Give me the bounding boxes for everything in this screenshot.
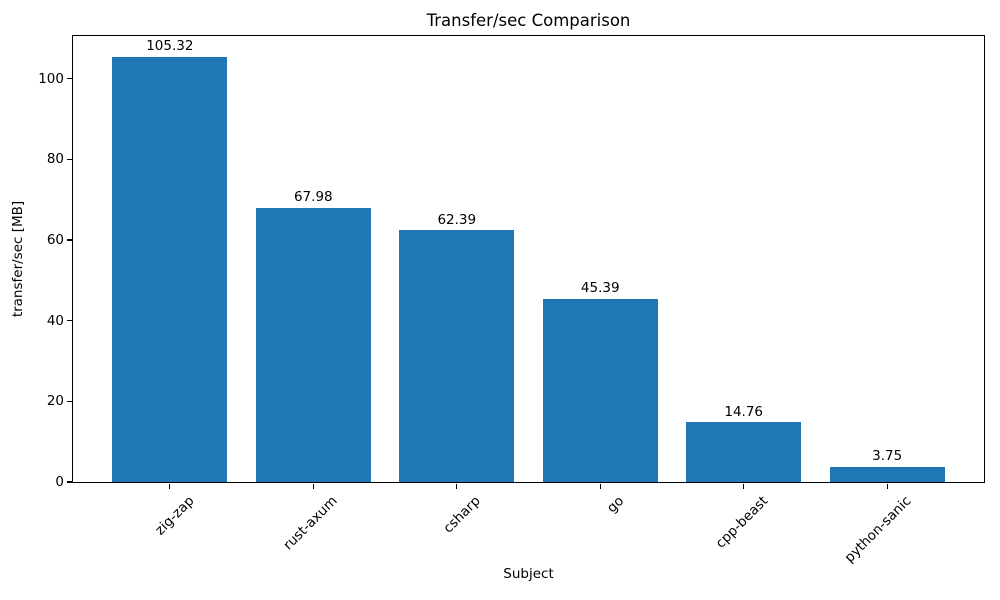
y-tick-mark: [66, 481, 72, 483]
x-tick-mark: [312, 483, 314, 489]
bar-value-label: 105.32: [146, 38, 194, 55]
bar-value-label: 62.39: [437, 211, 477, 228]
x-tick-mark: [743, 483, 745, 489]
y-tick-label: 80: [46, 151, 64, 168]
y-tick-mark: [66, 320, 72, 322]
y-tick-mark: [66, 239, 72, 241]
x-tick-mark: [456, 483, 458, 489]
bar: [255, 207, 371, 482]
x-tick-mark: [886, 483, 888, 489]
bar: [686, 422, 802, 482]
x-axis-label: Subject: [503, 566, 554, 582]
y-tick-label: 0: [55, 474, 64, 490]
y-tick-label: 60: [46, 232, 64, 249]
y-tick-mark: [66, 78, 72, 80]
bar: [542, 298, 658, 482]
y-tick-mark: [66, 400, 72, 402]
y-tick-label: 20: [46, 393, 64, 410]
plot-area: 0 20 40 60 80 100 105.32 zig-zap 67.98 rust-axum 6…: [38, 35, 985, 566]
y-tick-mark: [66, 158, 72, 160]
bar-value-label: 45.39: [580, 280, 620, 297]
y-tick-label: 40: [46, 312, 64, 329]
bar: [829, 466, 945, 482]
x-tick-mark: [169, 483, 171, 489]
bar-value-label: 14.76: [724, 403, 764, 420]
bar: [399, 230, 515, 482]
y-tick-label: 100: [38, 70, 64, 87]
x-tick-label: python-sanic: [841, 493, 915, 566]
x-tick-mark: [599, 483, 601, 489]
chart-title: Transfer/sec Comparison: [426, 11, 631, 30]
x-tick-label: rust-axum: [280, 493, 341, 554]
x-tick-label: csharp: [440, 493, 485, 537]
x-tick-label: go: [604, 493, 628, 517]
x-tick-label: cpp-beast: [712, 493, 772, 552]
x-tick-label: zig-zap: [151, 493, 198, 539]
y-axis-label: transfer/sec [MB]: [10, 200, 26, 318]
bar-value-label: 3.75: [872, 448, 903, 465]
bar: [112, 57, 228, 482]
bar-value-label: 67.98: [293, 189, 333, 205]
